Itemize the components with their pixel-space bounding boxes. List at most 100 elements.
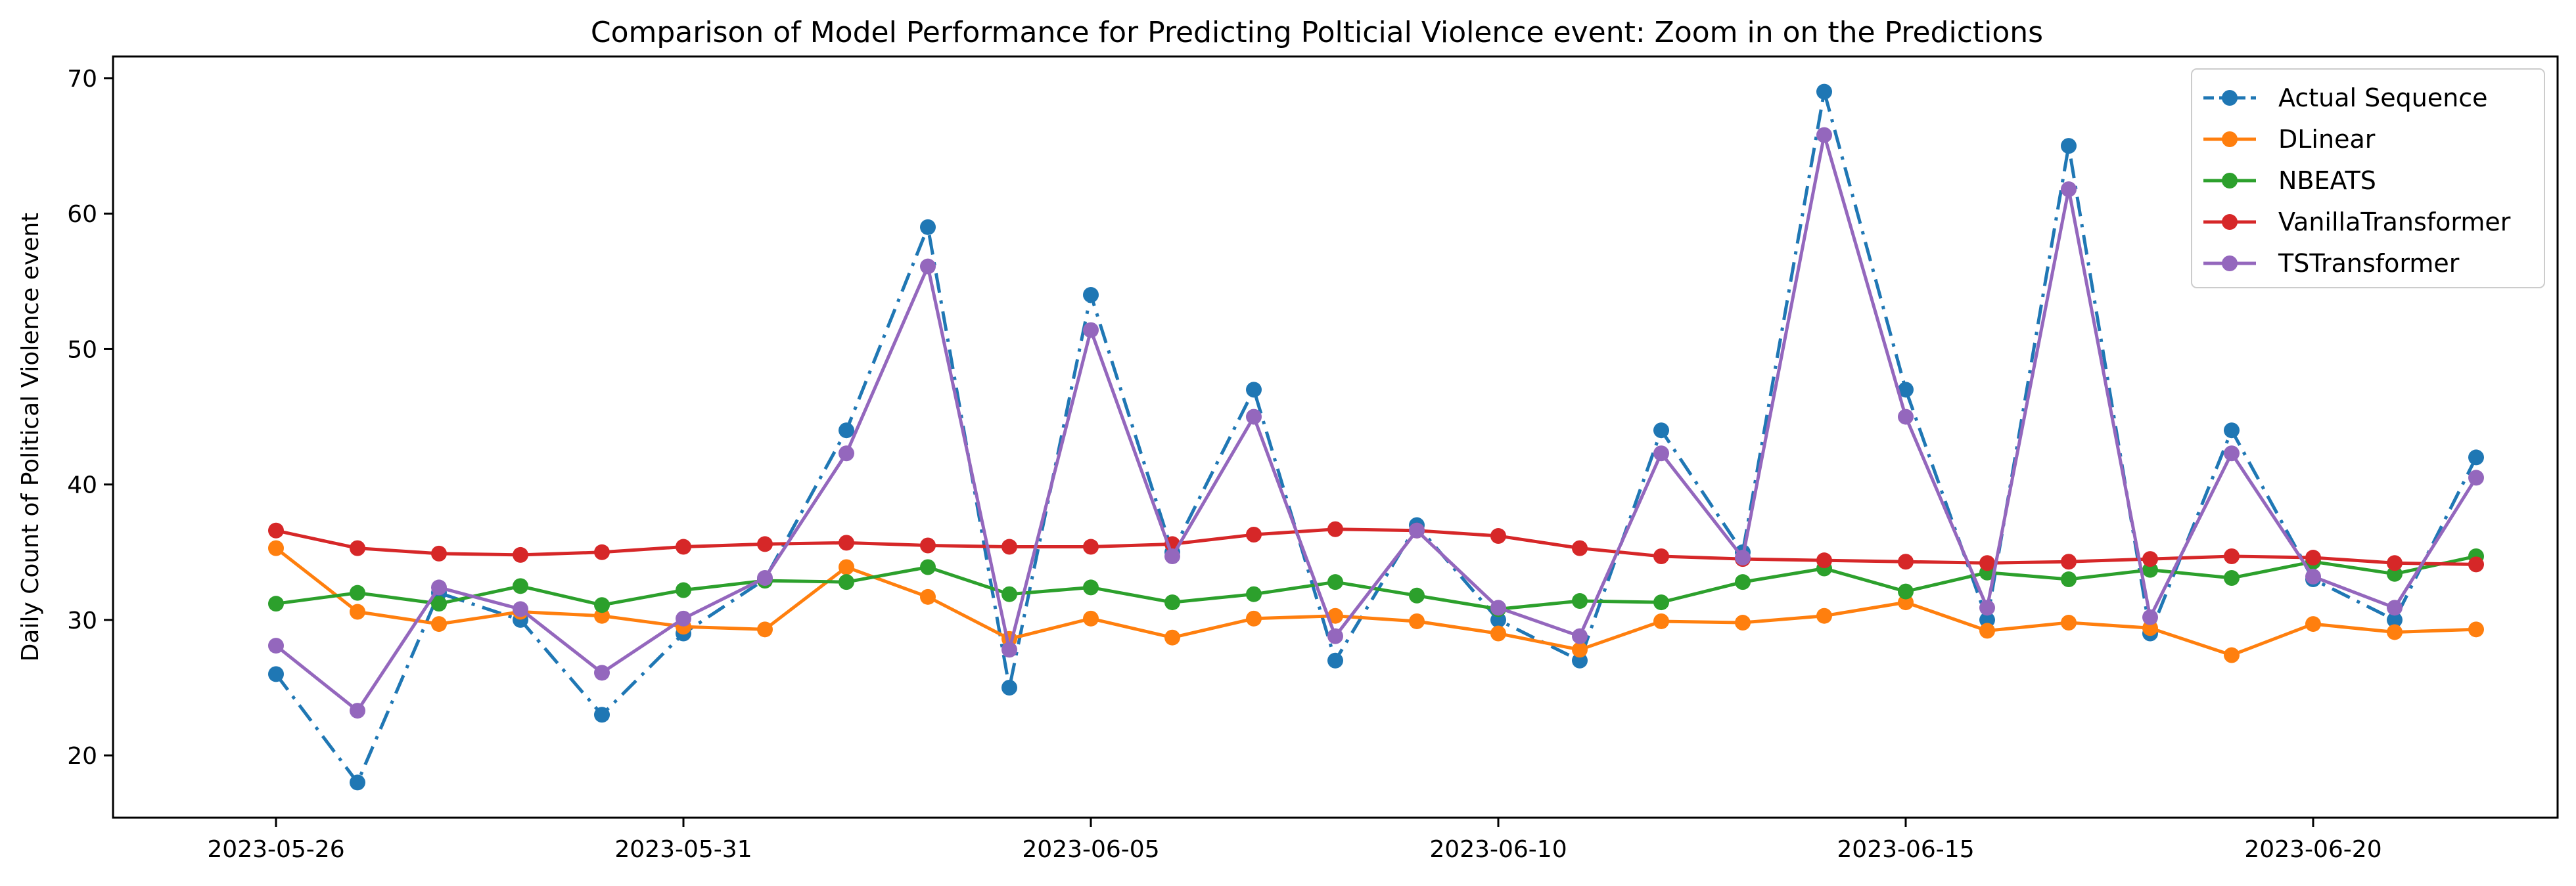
data-point — [1898, 382, 1914, 398]
data-point — [1898, 409, 1914, 425]
y-tick-label: 60 — [67, 201, 97, 228]
data-point — [1490, 528, 1506, 544]
data-point — [594, 608, 610, 624]
data-point — [268, 522, 284, 539]
data-point — [676, 582, 691, 598]
data-point — [839, 422, 854, 439]
data-point — [1490, 625, 1506, 642]
data-point — [431, 616, 447, 632]
data-point — [1572, 628, 1588, 644]
series-4 — [268, 127, 2484, 719]
data-point — [2468, 556, 2484, 573]
data-point — [1327, 652, 1343, 669]
data-point — [1979, 623, 1995, 639]
data-point — [2061, 571, 2077, 588]
data-point — [513, 546, 528, 563]
series-3 — [268, 521, 2484, 573]
data-point — [1653, 594, 1669, 611]
data-point — [1246, 526, 1262, 543]
data-point — [1083, 322, 1099, 338]
data-point — [2142, 620, 2158, 636]
series-0 — [268, 83, 2484, 791]
data-point — [431, 545, 447, 562]
data-point — [1409, 522, 1425, 539]
series-line — [275, 527, 2477, 566]
data-point — [1083, 579, 1099, 596]
data-point — [2142, 551, 2158, 567]
data-point — [513, 578, 528, 594]
data-point — [839, 535, 854, 551]
data-point — [2468, 470, 2484, 486]
y-tick-label: 40 — [67, 472, 97, 499]
data-point — [920, 219, 936, 235]
data-point — [350, 774, 365, 791]
series-line — [275, 133, 2478, 713]
data-point — [676, 539, 691, 555]
data-point — [1327, 521, 1343, 537]
data-point — [1083, 610, 1099, 627]
data-point — [1735, 574, 1751, 590]
data-point — [920, 588, 936, 605]
data-point — [2224, 445, 2240, 462]
data-point — [268, 540, 284, 556]
data-point — [839, 574, 854, 590]
chart-title: Comparison of Model Performance for Pred… — [591, 16, 2043, 49]
data-point — [676, 610, 691, 627]
x-tick-label: 2023-06-10 — [1429, 836, 1567, 863]
data-point — [1979, 600, 1995, 616]
data-point — [1001, 642, 1017, 658]
legend-marker — [2222, 90, 2238, 106]
data-point — [1816, 608, 1832, 624]
data-point — [757, 621, 773, 638]
data-point — [1409, 613, 1425, 629]
data-point — [1246, 586, 1262, 602]
data-point — [431, 596, 447, 612]
data-point — [350, 540, 365, 556]
data-point — [1653, 445, 1669, 462]
data-point — [1898, 583, 1914, 600]
data-point — [1083, 539, 1099, 555]
legend-label: Actual Sequence — [2278, 83, 2488, 112]
plot-frame — [112, 55, 2559, 819]
data-point — [2061, 138, 2077, 154]
data-point — [920, 559, 936, 575]
data-point — [1164, 629, 1180, 646]
data-point — [1816, 552, 1832, 569]
x-tick-label: 2023-06-15 — [1837, 836, 1974, 863]
data-point — [1979, 611, 1995, 628]
y-tick-label: 70 — [67, 66, 97, 93]
x-axis: 2023-05-26 2023-05-31 2023-06-05 2023-06-10… — [207, 818, 2382, 863]
x-tick-label: 2023-06-20 — [2244, 836, 2381, 863]
data-point — [1164, 548, 1180, 564]
data-point — [1164, 594, 1180, 611]
data-point — [594, 665, 610, 681]
data-point — [1816, 127, 1832, 143]
data-point — [513, 601, 528, 617]
data-point — [2061, 554, 2077, 570]
data-point — [268, 638, 284, 654]
legend-label: NBEATS — [2278, 166, 2376, 195]
y-axis-label: Daily Count of Political Violence event — [17, 213, 44, 662]
data-point — [1572, 642, 1588, 658]
data-point — [594, 544, 610, 560]
data-point — [1246, 409, 1262, 425]
data-point — [1246, 610, 1262, 627]
series-line — [275, 554, 2477, 611]
legend: Actual Sequence DLinear NBEATS VanillaTrans… — [2191, 68, 2545, 288]
data-point — [594, 597, 610, 613]
data-point — [1083, 286, 1099, 303]
legend-marker — [2222, 173, 2238, 188]
data-point — [1653, 613, 1669, 629]
data-point — [839, 559, 854, 575]
legend-marker — [2222, 131, 2238, 147]
y-tick-label: 20 — [67, 743, 97, 770]
series-layer — [268, 83, 2484, 791]
data-point — [2387, 611, 2403, 628]
legend-marker — [2222, 255, 2238, 271]
data-point — [2224, 422, 2240, 439]
data-point — [1246, 382, 1262, 398]
data-point — [757, 569, 773, 586]
data-point — [2305, 550, 2321, 566]
data-point — [2061, 615, 2077, 631]
data-point — [2224, 647, 2240, 663]
